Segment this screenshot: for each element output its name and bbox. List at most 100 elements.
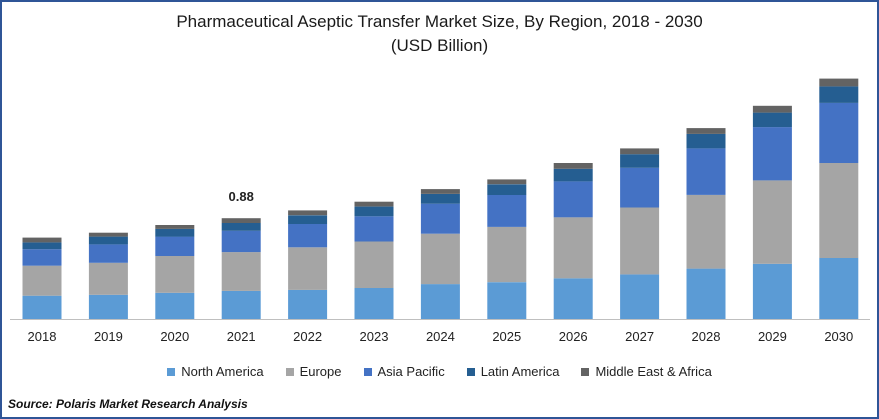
bar-segment-2023-latin-america: [354, 206, 394, 217]
bar-segment-2029-latin-america: [752, 112, 792, 128]
bar-segment-2025-latin-america: [487, 184, 527, 195]
bar-segment-2028-europe: [686, 194, 726, 269]
bar-segment-2021-asia-pacific: [221, 230, 261, 253]
legend-item: Asia Pacific: [363, 364, 445, 379]
bar-segment-2018-europe: [22, 265, 62, 296]
legend-swatch: [363, 367, 372, 376]
bar-segment-2025-europe: [487, 226, 527, 283]
x-tick-label: 2030: [824, 329, 853, 344]
bar-segment-2029-middle-east-africa: [752, 105, 792, 113]
source-note: Source: Polaris Market Research Analysis: [8, 397, 248, 411]
x-tick-label: 2019: [94, 329, 123, 344]
bar-segment-2028-asia-pacific: [686, 148, 726, 195]
legend-swatch: [285, 367, 294, 376]
bar-segment-2024-north-america: [420, 284, 460, 319]
bar-segment-2021-middle-east-africa: [221, 218, 261, 223]
bar-segment-2020-europe: [155, 256, 195, 293]
bar-segment-2027-asia-pacific: [620, 167, 660, 208]
legend-swatch: [466, 367, 475, 376]
bar-segment-2022-europe: [288, 247, 328, 290]
bar-segment-2018-middle-east-africa: [22, 237, 62, 243]
legend-label: North America: [181, 364, 264, 379]
legend-item: Middle East & Africa: [581, 364, 712, 379]
bar-segment-2019-middle-east-africa: [88, 232, 128, 237]
bar-segment-2024-asia-pacific: [420, 203, 460, 234]
bar-segment-2022-latin-america: [288, 215, 328, 224]
bar-segment-2025-asia-pacific: [487, 194, 527, 227]
bar-segment-2020-latin-america: [155, 228, 195, 237]
bar-segment-2030-europe: [819, 163, 859, 258]
bar-segment-2027-europe: [620, 207, 660, 275]
bar-segment-2024-europe: [420, 233, 460, 285]
bar-segment-2021-north-america: [221, 290, 261, 319]
bar-segment-2030-middle-east-africa: [819, 78, 859, 87]
legend-item: North America: [167, 364, 264, 379]
legend-swatch: [167, 367, 176, 376]
bar-segment-2026-latin-america: [553, 168, 593, 182]
bar-segment-2030-asia-pacific: [819, 102, 859, 163]
bar-segment-2018-asia-pacific: [22, 249, 62, 266]
bar-segment-2029-north-america: [752, 263, 792, 319]
bar-segment-2022-middle-east-africa: [288, 210, 328, 216]
bar-segment-2029-europe: [752, 180, 792, 264]
legend-swatch: [581, 367, 590, 376]
bar-segment-2028-north-america: [686, 268, 726, 319]
bar-segment-2019-latin-america: [88, 236, 128, 245]
x-tick-label: 2020: [160, 329, 189, 344]
bar-segment-2026-north-america: [553, 278, 593, 319]
chart-plot: 2018 2019 2020 2021 2022 2023 2024 2025 2026 2027…: [10, 78, 870, 344]
x-tick-label: 2024: [426, 329, 455, 344]
bar-segment-2027-middle-east-africa: [620, 148, 660, 155]
bar-segment-2020-asia-pacific: [155, 236, 195, 256]
bar-segment-2023-asia-pacific: [354, 216, 394, 242]
bar-segment-2026-middle-east-africa: [553, 163, 593, 169]
legend-label: Latin America: [480, 364, 560, 379]
x-tick-label: 2029: [758, 329, 787, 344]
x-tick-label: 2018: [28, 329, 57, 344]
bar-segment-2020-middle-east-africa: [155, 225, 195, 229]
bar-segment-2020-north-america: [155, 292, 195, 319]
x-tick-label: 2028: [692, 329, 721, 344]
bar-segment-2028-middle-east-africa: [686, 128, 726, 134]
x-tick-label: 2027: [625, 329, 654, 344]
bar-segment-2021-latin-america: [221, 223, 261, 231]
chart-legend: North America Europe Asia Pacific Latin Ame…: [2, 364, 877, 379]
bar-segment-2019-north-america: [88, 294, 128, 319]
legend-label: Middle East & Africa: [595, 364, 712, 379]
bar-segment-2019-asia-pacific: [88, 244, 128, 263]
legend-item: Europe: [285, 364, 342, 379]
chart-subtitle: (USD Billion): [390, 36, 489, 55]
x-tick-label: 2023: [360, 329, 389, 344]
bar-segment-2029-asia-pacific: [752, 127, 792, 181]
data-label-annotation: 0.88: [229, 189, 254, 204]
bar-segment-2023-north-america: [354, 288, 394, 319]
bar-segment-2030-latin-america: [819, 86, 859, 103]
x-tick-label: 2025: [492, 329, 521, 344]
bar-segment-2023-europe: [354, 241, 394, 288]
x-tick-label: 2026: [559, 329, 588, 344]
legend-label: Europe: [299, 364, 342, 379]
bar-segment-2024-latin-america: [420, 194, 460, 204]
bar-segment-2022-north-america: [288, 289, 328, 319]
bar-segment-2018-latin-america: [22, 242, 62, 250]
bar-segment-2021-europe: [221, 252, 261, 291]
bar-segment-2024-middle-east-africa: [420, 189, 460, 194]
bar-segment-2019-europe: [88, 262, 128, 295]
legend-label: Asia Pacific: [377, 364, 445, 379]
bar-segment-2025-north-america: [487, 282, 527, 319]
bar-segment-2026-europe: [553, 217, 593, 279]
bar-segment-2030-north-america: [819, 257, 859, 319]
legend-item: Latin America: [466, 364, 560, 379]
bar-segment-2027-north-america: [620, 274, 660, 319]
x-tick-label: 2021: [227, 329, 256, 344]
bar-segment-2025-middle-east-africa: [487, 179, 527, 185]
bar-segment-2027-latin-america: [620, 154, 660, 168]
bar-segment-2023-middle-east-africa: [354, 201, 394, 207]
bar-segment-2028-latin-america: [686, 133, 726, 149]
bar-segment-2022-asia-pacific: [288, 224, 328, 248]
x-tick-label: 2022: [293, 329, 322, 344]
chart-title: Pharmaceutical Aseptic Transfer Market S…: [176, 12, 703, 31]
bar-segment-2018-north-america: [22, 295, 62, 319]
bar-segment-2026-asia-pacific: [553, 181, 593, 218]
